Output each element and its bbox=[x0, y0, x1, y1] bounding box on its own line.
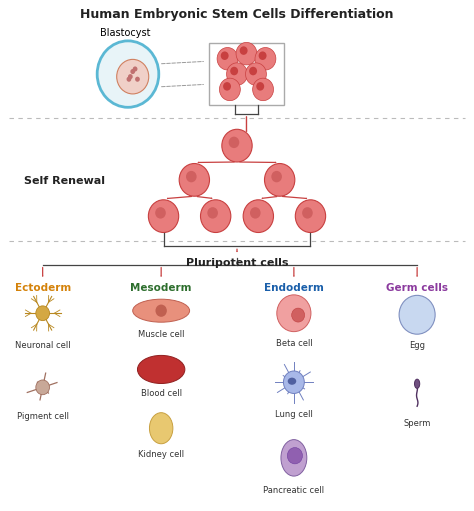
Ellipse shape bbox=[137, 356, 185, 383]
Text: Neuronal cell: Neuronal cell bbox=[15, 341, 71, 351]
Ellipse shape bbox=[281, 439, 307, 476]
Text: Germ cells: Germ cells bbox=[386, 283, 448, 293]
Circle shape bbox=[295, 200, 326, 233]
Circle shape bbox=[253, 78, 273, 101]
Text: Human Embryonic Stem Cells Differentiation: Human Embryonic Stem Cells Differentiati… bbox=[80, 8, 394, 20]
Circle shape bbox=[179, 164, 210, 196]
Circle shape bbox=[271, 171, 282, 182]
Circle shape bbox=[302, 207, 313, 219]
Circle shape bbox=[227, 63, 247, 85]
Circle shape bbox=[201, 200, 231, 233]
FancyBboxPatch shape bbox=[209, 43, 284, 105]
Circle shape bbox=[287, 448, 302, 464]
Text: Sperm: Sperm bbox=[403, 419, 431, 428]
Circle shape bbox=[264, 164, 295, 196]
Circle shape bbox=[236, 42, 257, 65]
Text: Kidney cell: Kidney cell bbox=[138, 450, 184, 459]
Circle shape bbox=[292, 308, 305, 322]
Circle shape bbox=[250, 207, 261, 219]
Circle shape bbox=[155, 207, 166, 219]
Ellipse shape bbox=[149, 413, 173, 444]
Circle shape bbox=[246, 63, 266, 85]
Ellipse shape bbox=[414, 379, 420, 388]
Circle shape bbox=[223, 82, 231, 90]
Text: Endoderm: Endoderm bbox=[264, 283, 324, 293]
Circle shape bbox=[222, 129, 252, 162]
Circle shape bbox=[240, 47, 247, 55]
Text: Pluripotent cells: Pluripotent cells bbox=[186, 258, 288, 268]
Circle shape bbox=[207, 207, 218, 219]
Text: Muscle cell: Muscle cell bbox=[138, 330, 184, 339]
Circle shape bbox=[219, 78, 240, 101]
Circle shape bbox=[256, 82, 264, 90]
Circle shape bbox=[128, 74, 133, 79]
Circle shape bbox=[135, 77, 140, 82]
Ellipse shape bbox=[288, 378, 296, 385]
Circle shape bbox=[130, 69, 135, 74]
Circle shape bbox=[249, 67, 257, 75]
Circle shape bbox=[255, 48, 276, 70]
Circle shape bbox=[283, 371, 304, 393]
Text: Pancreatic cell: Pancreatic cell bbox=[264, 486, 324, 495]
Circle shape bbox=[36, 380, 49, 394]
Circle shape bbox=[230, 67, 238, 75]
Circle shape bbox=[243, 200, 273, 233]
Text: Self Renewal: Self Renewal bbox=[24, 176, 105, 187]
Circle shape bbox=[277, 295, 311, 332]
Text: Ectoderm: Ectoderm bbox=[15, 283, 71, 293]
Circle shape bbox=[133, 66, 137, 72]
Text: Pigment cell: Pigment cell bbox=[17, 412, 69, 421]
Ellipse shape bbox=[133, 299, 190, 322]
Circle shape bbox=[221, 52, 228, 60]
Circle shape bbox=[259, 52, 266, 60]
Text: Lung cell: Lung cell bbox=[275, 410, 313, 420]
Circle shape bbox=[217, 48, 238, 70]
Text: Blood cell: Blood cell bbox=[141, 389, 182, 398]
Circle shape bbox=[399, 295, 435, 334]
Circle shape bbox=[186, 171, 197, 182]
Text: Beta cell: Beta cell bbox=[275, 339, 312, 348]
Circle shape bbox=[228, 136, 239, 148]
Circle shape bbox=[148, 200, 179, 233]
Text: Egg: Egg bbox=[409, 341, 425, 351]
Text: Blastocyst: Blastocyst bbox=[100, 28, 151, 38]
Text: Mesoderm: Mesoderm bbox=[130, 283, 192, 293]
Circle shape bbox=[36, 306, 49, 320]
Circle shape bbox=[155, 305, 167, 317]
Circle shape bbox=[97, 41, 159, 107]
Circle shape bbox=[117, 59, 149, 94]
Circle shape bbox=[127, 77, 131, 82]
